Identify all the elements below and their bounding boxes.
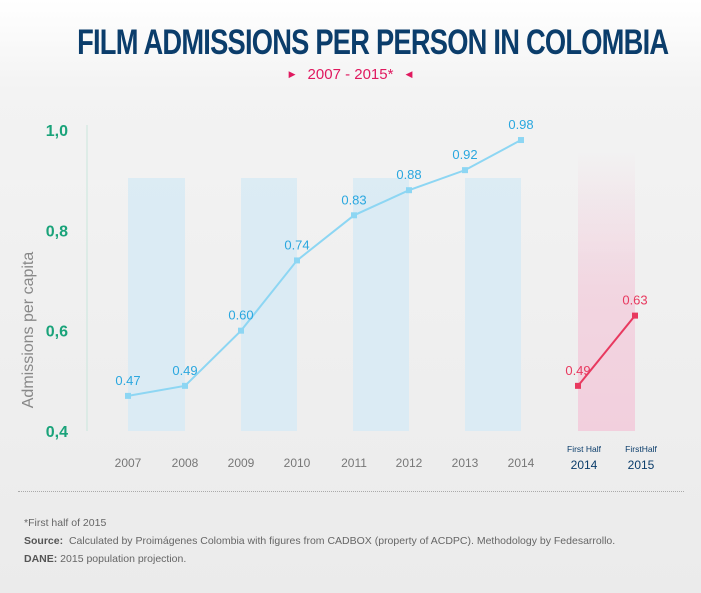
x-tick-label: 2012 [396, 456, 423, 470]
y-tick-label: 0,4 [46, 424, 68, 441]
chart-subtitle: ▶ 2007 - 2015* ◀ [0, 65, 701, 84]
x-tick-label: 2014 [508, 456, 535, 470]
y-tick-label: 0,6 [46, 324, 68, 341]
dane-text: 2015 population projection. [60, 553, 187, 565]
data-label: 0.49 [172, 363, 197, 378]
data-point [406, 187, 412, 194]
data-point-half-year [632, 312, 638, 319]
shaded-band [128, 178, 185, 431]
footnote: *First half of 2015 [24, 517, 107, 529]
triangle-left-icon: ◀ [405, 69, 413, 79]
data-point [462, 167, 468, 174]
triangle-right-icon: ▶ [288, 69, 296, 79]
data-label: 0.60 [228, 308, 253, 323]
source-text: Calculated by Proimágenes Colombia with … [68, 535, 616, 547]
data-point [294, 257, 300, 264]
data-label: 0.83 [341, 192, 366, 207]
x-tick-label: 2008 [172, 456, 199, 470]
x-tick-label-year: 2014 [571, 458, 598, 472]
x-tick-label: 2009 [228, 456, 255, 470]
data-point [518, 137, 524, 144]
shaded-band [241, 178, 297, 431]
x-tick-label-year: 2015 [628, 458, 655, 472]
x-tick-label: 2010 [284, 456, 311, 470]
y-axis-label: Admissions per capita [20, 252, 37, 409]
data-point [182, 382, 188, 389]
shaded-band-half-year [578, 150, 635, 431]
data-point [125, 392, 131, 399]
data-label: 0.98 [508, 117, 533, 132]
data-label: 0.88 [396, 167, 421, 182]
data-point [351, 212, 357, 219]
x-tick-label: 2013 [452, 456, 479, 470]
shaded-band [353, 178, 409, 431]
dane-label: DANE: [24, 553, 58, 565]
data-label-half-year: 0.49 [565, 363, 590, 378]
data-point [238, 327, 244, 334]
x-tick-label-half: First Half [567, 444, 602, 454]
divider [18, 491, 684, 492]
data-label-half-year: 0.63 [622, 293, 647, 308]
series-line [127, 139, 522, 397]
data-label: 0.47 [115, 373, 140, 388]
data-label: 0.74 [284, 237, 309, 252]
series-line-half-year [577, 314, 636, 387]
y-tick-label: 0,8 [46, 223, 68, 240]
y-tick-label: 1,0 [46, 123, 68, 140]
x-tick-label: 2011 [341, 456, 367, 470]
data-label: 0.92 [452, 147, 477, 162]
chart-title: FILM ADMISSIONS PER PERSON IN COLOMBIA [77, 23, 669, 62]
dane-note: DANE: 2015 population projection. [24, 552, 186, 566]
source-label: Source: [24, 535, 64, 547]
x-tick-label-half: FirstHalf [625, 444, 657, 454]
x-tick-label: 2007 [115, 456, 142, 470]
shaded-band [465, 178, 521, 431]
source-note: Source: Calculated by Proimágenes Colomb… [24, 534, 615, 548]
subtitle-text: 2007 - 2015* [307, 66, 394, 83]
data-point-half-year [575, 382, 581, 389]
